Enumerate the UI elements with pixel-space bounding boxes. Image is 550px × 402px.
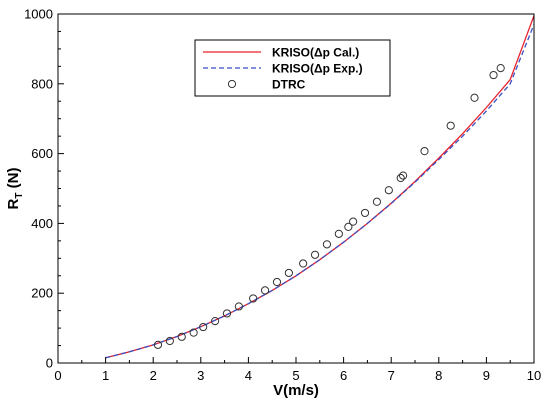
legend-entry-kriso-exp-label: KRISO(Δp Exp.)	[272, 62, 363, 76]
dtrc-data-point	[234, 302, 243, 311]
x-axis-ticks: 0 1 2 3 4 5 6 7 8 9 10	[54, 357, 541, 383]
dtrc-data-point	[360, 208, 370, 218]
dtrc-data-point	[344, 222, 353, 231]
dtrc-data-point	[222, 309, 232, 318]
x-tick-label: 4	[245, 368, 252, 383]
x-tick-label: 6	[340, 368, 347, 383]
x-tick-label: 5	[292, 368, 299, 383]
dtrc-data-point	[177, 332, 186, 341]
x-tick-label: 3	[197, 368, 204, 383]
dtrc-data-point	[272, 277, 282, 287]
y-tick-label: 600	[31, 146, 53, 161]
x-tick-label: 9	[483, 368, 490, 383]
dtrc-data-point	[470, 93, 479, 102]
dtrc-data-point	[396, 173, 405, 183]
dtrc-data-point	[310, 250, 320, 259]
dtrc-data-point	[420, 147, 429, 156]
legend: KRISO(Δp Cal.) KRISO(Δp Exp.) DTRC	[194, 39, 391, 97]
dtrc-data-point	[199, 322, 208, 332]
x-tick-label: 1	[102, 368, 109, 383]
dtrc-data-point	[210, 317, 220, 326]
dtrc-data-point	[153, 340, 163, 349]
dtrc-data-point	[489, 70, 498, 80]
x-tick-label: 7	[388, 368, 395, 383]
legend-entry-kriso-cal-label: KRISO(Δp Cal.)	[272, 46, 359, 60]
y-tick-label: 800	[31, 76, 53, 91]
dtrc-data-point	[322, 240, 332, 249]
dtrc-data-point	[299, 259, 308, 268]
x-tick-label: 10	[527, 368, 541, 383]
y-axis-ticks: 0 200 400 600 800 1000	[24, 7, 64, 371]
x-tick-label: 8	[435, 368, 442, 383]
y-axis-title-subscript: T	[14, 193, 25, 199]
legend-entry-dtrc-symbol	[227, 79, 237, 89]
dtrc-data-point	[496, 63, 505, 73]
legend-box	[194, 39, 391, 97]
dtrc-data-point	[284, 268, 293, 278]
y-axis-title: RT (N)	[5, 168, 25, 210]
legend-entry-dtrc-label: DTRC	[272, 78, 306, 92]
y-tick-label: 0	[46, 356, 53, 371]
y-tick-label: 200	[31, 286, 53, 301]
plot-marks	[105, 15, 535, 359]
dtrc-data-point	[189, 328, 198, 337]
x-tick-label: 2	[150, 368, 157, 383]
dtrc-data-point	[165, 336, 174, 346]
dtrc-data-point	[446, 121, 455, 130]
y-axis-title-main: R	[5, 198, 22, 209]
x-axis-title: V(m/s)	[273, 382, 319, 399]
dtrc-data-point	[260, 286, 270, 295]
dtrc-data-point	[399, 171, 408, 180]
dtrc-data-point	[334, 229, 343, 238]
x-tick-label: 0	[54, 368, 61, 383]
y-tick-label: 400	[31, 216, 53, 231]
dtrc-data-point	[349, 217, 358, 226]
dtrc-data-point	[249, 294, 258, 303]
y-axis-title-unit: (N)	[5, 168, 22, 193]
series-line-kriso-exp	[105, 24, 535, 359]
dtrc-data-point	[372, 197, 382, 206]
y-tick-label: 1000	[24, 7, 53, 22]
dtrc-data-point	[384, 186, 393, 195]
